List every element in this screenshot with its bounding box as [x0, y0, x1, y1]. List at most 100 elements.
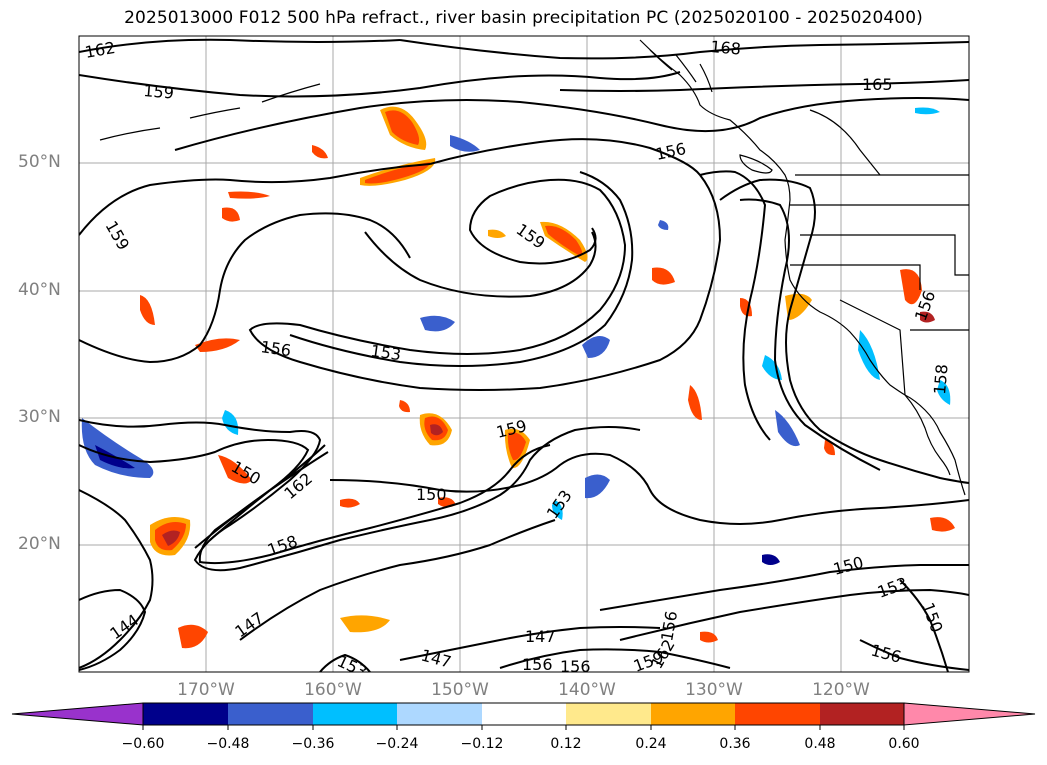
shade-neg-7	[858, 330, 880, 380]
contour-label: 156	[259, 337, 292, 360]
colorbar-tick-label: 0.12	[550, 736, 582, 752]
shade-neg-9	[762, 554, 780, 565]
shade-neg-15	[658, 220, 669, 230]
shade-neg-14	[915, 107, 940, 115]
colorbar-segment	[313, 703, 397, 725]
contour-153-loop	[468, 179, 597, 265]
colorbar-extend-low	[11, 702, 144, 726]
colorbar-tick-label: −0.24	[375, 736, 419, 752]
contour-label: 150	[416, 485, 447, 504]
contour-label: 159	[143, 81, 175, 103]
shade-neg-5	[775, 410, 800, 447]
contour-label: 147	[231, 608, 267, 641]
colorbar-segment	[397, 703, 482, 725]
vancouver-island	[739, 154, 773, 174]
colorbar-segment	[735, 703, 820, 725]
contour-156-east-b	[739, 198, 881, 471]
shade-neg-11	[222, 410, 239, 435]
contour-lower-arc	[499, 648, 731, 669]
colorbar-segment	[482, 703, 566, 725]
shade-pos-35	[340, 498, 360, 508]
contour-156-east	[719, 178, 969, 484]
contour-label: 153	[543, 486, 576, 522]
contour-label: 165	[862, 75, 893, 94]
shade-pos-21	[195, 338, 240, 352]
contour-159-inner	[364, 231, 597, 298]
colorbar-frame	[142, 702, 905, 726]
alaska-panhandle	[649, 49, 713, 93]
colorbar-segment	[566, 703, 651, 725]
lat-label-30n: 30°N	[18, 407, 61, 427]
colorbar-tick-label: 0.24	[635, 736, 667, 752]
lon-label-140w: 140°W	[558, 680, 616, 700]
contour-144	[79, 588, 147, 671]
shade-pos-22	[222, 207, 240, 222]
colorbar-segment	[820, 703, 904, 725]
shade-pos-18	[900, 269, 922, 305]
colorbar-tick-label: 0.48	[804, 736, 836, 752]
contour-150-south	[79, 489, 154, 669]
coastlines	[99, 39, 969, 496]
shade-pos-24	[312, 145, 328, 159]
colorbar-segment	[651, 703, 735, 725]
contour-label: 156	[654, 139, 688, 164]
contour-label: 144	[106, 610, 142, 643]
contour-150-edge	[899, 579, 949, 672]
shade-neg-8	[585, 474, 610, 499]
contour-label: 168	[710, 37, 742, 59]
us-border-5	[839, 299, 906, 396]
gridlines	[79, 36, 969, 672]
us-border-6	[809, 109, 881, 176]
contour-147-lower	[399, 626, 661, 661]
lon-label-170w: 170°W	[177, 680, 235, 700]
shade-pos-30	[824, 440, 835, 456]
contour-label: 153	[334, 651, 370, 681]
contour-159-north	[79, 71, 681, 98]
lon-label-130w: 130°W	[685, 680, 743, 700]
contour-147-south	[239, 519, 556, 641]
colorbar-extend-high	[903, 702, 1036, 726]
contour-jet-a	[79, 419, 641, 572]
shade-neg-3	[420, 315, 455, 332]
contour-label: 147	[525, 627, 556, 646]
contour-label: 153	[369, 341, 402, 364]
lat-label-40n: 40°N	[18, 280, 61, 300]
contour-jet-c	[194, 444, 329, 549]
contour-156-loop	[248, 138, 722, 391]
shade-pos-6	[545, 225, 583, 256]
shade-pos-9	[430, 424, 443, 436]
colorbar-segment	[143, 703, 228, 725]
contour-label: 159	[102, 218, 134, 254]
contour-153-arc	[289, 171, 634, 367]
contour-159-east	[699, 170, 771, 441]
colorbar-tick-label: 0.60	[888, 736, 920, 752]
contour-168	[399, 39, 969, 60]
shade-neg-12	[552, 500, 563, 520]
us-border-4	[790, 264, 921, 290]
shade-pos-33	[700, 631, 718, 643]
contour-label: 162	[83, 38, 116, 62]
shade-pos-28	[652, 267, 675, 285]
colorbar-tick-label: 0.36	[719, 736, 751, 752]
contour-label: 150	[918, 600, 946, 635]
lat-label-20n: 20°N	[18, 534, 61, 554]
negative-pc-shading	[81, 107, 951, 565]
contour-label: 156	[560, 657, 591, 676]
colorbar-tick-label: −0.36	[291, 736, 335, 752]
map-title: 2025013000 F012 500 hPa refract., river …	[124, 8, 923, 28]
plot-frame	[78, 35, 970, 673]
colorbar	[11, 702, 1036, 730]
shade-pos-13	[162, 530, 180, 546]
colorbar-tick-label: −0.48	[206, 736, 250, 752]
shade-pos-15	[507, 432, 526, 461]
shade-pos-16	[688, 385, 702, 420]
contour-western-ridge	[79, 212, 411, 364]
us-border-3	[800, 234, 969, 276]
lon-label-160w: 160°W	[304, 680, 362, 700]
contour-label: 158	[930, 363, 952, 395]
contour-label: 158	[265, 531, 300, 559]
contour-label: 150	[831, 553, 865, 579]
shade-pos-23	[228, 191, 270, 199]
baja-coast	[904, 394, 951, 476]
